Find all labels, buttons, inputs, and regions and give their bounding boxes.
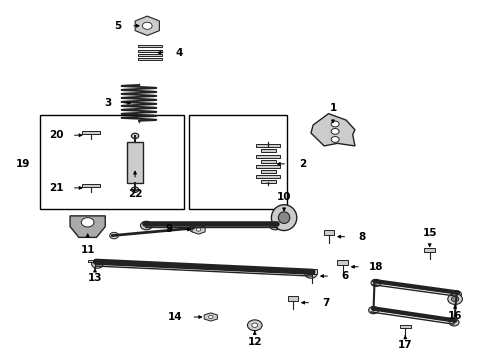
Circle shape	[92, 260, 103, 268]
FancyBboxPatch shape	[138, 45, 162, 47]
Circle shape	[252, 323, 258, 327]
Circle shape	[449, 319, 459, 326]
Circle shape	[368, 307, 378, 314]
FancyBboxPatch shape	[424, 248, 435, 252]
FancyBboxPatch shape	[261, 149, 275, 152]
FancyBboxPatch shape	[82, 184, 100, 187]
Text: 14: 14	[168, 312, 183, 322]
Circle shape	[247, 320, 262, 330]
FancyBboxPatch shape	[256, 144, 280, 147]
Polygon shape	[70, 216, 105, 237]
Circle shape	[110, 232, 119, 239]
Circle shape	[331, 121, 339, 127]
Circle shape	[451, 296, 459, 302]
Text: 16: 16	[448, 311, 463, 321]
Text: 2: 2	[299, 159, 306, 169]
FancyBboxPatch shape	[82, 131, 100, 134]
FancyBboxPatch shape	[138, 50, 162, 51]
Circle shape	[131, 133, 139, 139]
Text: 9: 9	[166, 225, 173, 234]
FancyBboxPatch shape	[400, 324, 411, 328]
Circle shape	[448, 294, 463, 305]
FancyBboxPatch shape	[138, 54, 162, 56]
Text: 19: 19	[16, 159, 30, 169]
Text: 12: 12	[247, 337, 262, 347]
Circle shape	[196, 228, 201, 231]
FancyBboxPatch shape	[261, 160, 275, 163]
Text: 18: 18	[368, 262, 383, 272]
Text: 3: 3	[104, 98, 112, 108]
FancyBboxPatch shape	[138, 58, 162, 60]
Circle shape	[81, 218, 94, 227]
FancyBboxPatch shape	[324, 230, 334, 235]
FancyBboxPatch shape	[261, 180, 275, 184]
FancyBboxPatch shape	[88, 260, 102, 262]
Ellipse shape	[271, 205, 297, 230]
Circle shape	[141, 221, 152, 230]
Text: 4: 4	[175, 48, 183, 58]
Circle shape	[189, 226, 198, 232]
Text: 17: 17	[398, 340, 413, 350]
FancyBboxPatch shape	[127, 142, 143, 183]
Text: 1: 1	[329, 103, 337, 113]
Circle shape	[270, 221, 281, 230]
Text: 8: 8	[359, 232, 366, 242]
Text: 5: 5	[114, 21, 122, 31]
Circle shape	[131, 187, 139, 192]
Circle shape	[371, 279, 381, 287]
Text: 22: 22	[128, 189, 142, 199]
Text: 13: 13	[88, 273, 102, 283]
Polygon shape	[135, 16, 159, 36]
Circle shape	[331, 136, 339, 143]
Text: 20: 20	[49, 130, 63, 140]
FancyBboxPatch shape	[307, 269, 318, 274]
Text: 15: 15	[422, 228, 437, 238]
Text: 21: 21	[49, 183, 63, 193]
Text: 7: 7	[322, 298, 330, 308]
FancyBboxPatch shape	[288, 296, 298, 301]
FancyBboxPatch shape	[337, 260, 348, 265]
FancyBboxPatch shape	[256, 165, 280, 168]
Ellipse shape	[278, 212, 290, 224]
Circle shape	[331, 129, 339, 134]
Polygon shape	[192, 225, 205, 234]
FancyBboxPatch shape	[261, 170, 275, 173]
Text: 11: 11	[80, 245, 95, 255]
Polygon shape	[311, 114, 355, 146]
Circle shape	[209, 315, 213, 319]
FancyBboxPatch shape	[256, 175, 280, 178]
Circle shape	[305, 270, 317, 278]
Circle shape	[143, 22, 152, 30]
FancyBboxPatch shape	[256, 154, 280, 158]
Circle shape	[452, 291, 462, 298]
Polygon shape	[204, 313, 218, 321]
Text: 6: 6	[342, 271, 349, 281]
Text: 10: 10	[277, 192, 292, 202]
